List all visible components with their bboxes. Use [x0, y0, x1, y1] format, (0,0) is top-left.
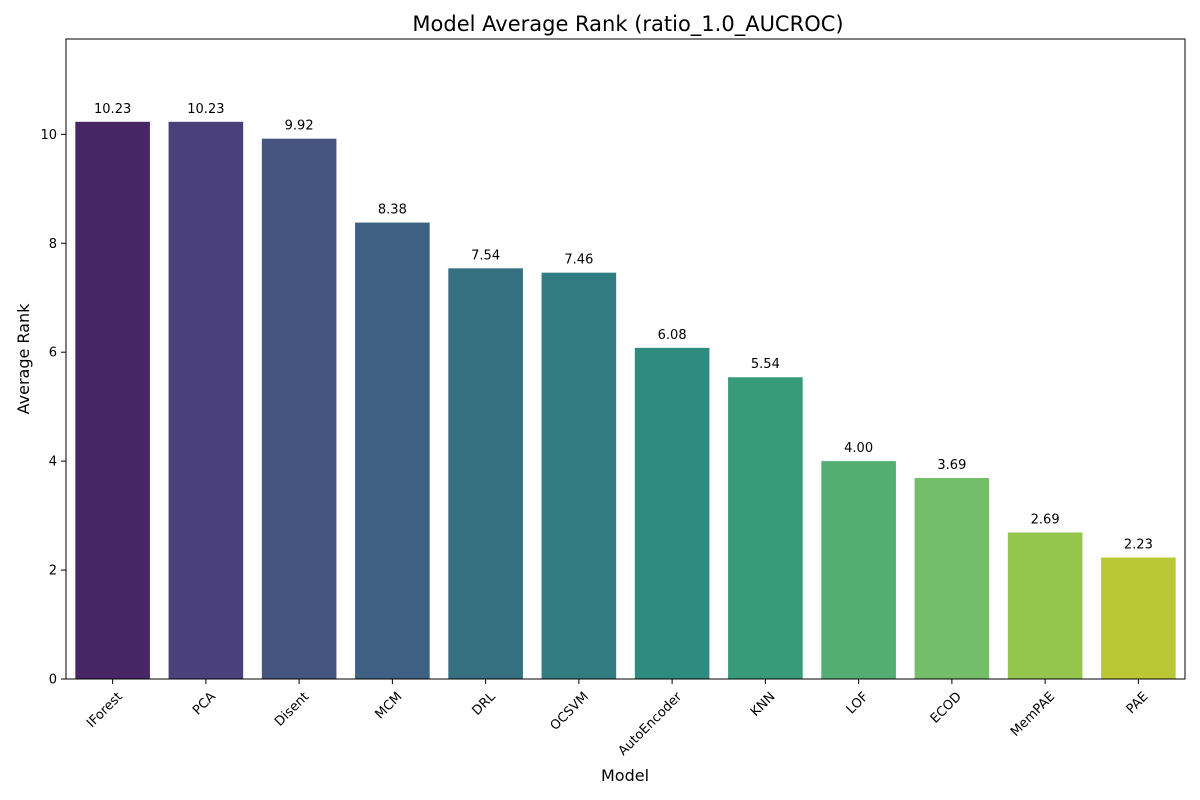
- bar-disent: [261, 138, 337, 680]
- x-tick-label: KNN: [748, 689, 778, 719]
- data-label: 2.23: [1124, 538, 1153, 553]
- bar-drl: [448, 268, 523, 679]
- x-axis-title: Model: [601, 766, 649, 785]
- data-label: 5.54: [751, 357, 780, 372]
- y-tick-label: 4: [49, 455, 57, 470]
- y-tick-label: 2: [49, 564, 57, 579]
- bar-knn: [728, 377, 803, 679]
- bar-autoencoder: [634, 347, 710, 679]
- x-tick-label: AutoEncoder: [616, 689, 686, 759]
- y-axis-title: Average Rank: [14, 303, 33, 415]
- data-label: 6.08: [658, 328, 687, 343]
- x-tick-label: PCA: [190, 689, 219, 718]
- x-tick-label: MemPAE: [1008, 689, 1058, 739]
- bar-mcm: [355, 222, 430, 680]
- data-label: 7.46: [564, 253, 593, 268]
- x-tick-label: ECOD: [928, 689, 965, 726]
- y-tick-label: 0: [49, 673, 57, 688]
- data-label: 9.92: [285, 119, 314, 134]
- y-tick-label: 8: [49, 237, 57, 252]
- data-label: 7.54: [471, 248, 500, 263]
- x-tick-label: LOF: [844, 689, 872, 717]
- data-label: 3.69: [937, 458, 966, 473]
- x-tick-label: Disent: [272, 689, 312, 729]
- data-label: 8.38: [378, 203, 407, 218]
- x-tick-label: IForest: [84, 689, 126, 731]
- x-tick-label: PAE: [1124, 689, 1152, 717]
- y-tick-label: 10: [40, 128, 57, 143]
- bar-mempae: [1007, 532, 1083, 679]
- data-label: 2.69: [1031, 512, 1060, 527]
- bar-pae: [1101, 557, 1176, 679]
- x-tick-label: OCSVM: [548, 689, 592, 733]
- x-tick-label: DRL: [469, 689, 499, 719]
- data-label: 4.00: [844, 441, 873, 456]
- bar-iforest: [75, 121, 150, 679]
- bar-ecod: [914, 478, 990, 679]
- data-label: 10.23: [94, 102, 131, 117]
- x-tick-label: MCM: [373, 689, 406, 722]
- bar-lof: [821, 461, 896, 679]
- chart-title: Model Average Rank (ratio_1.0_AUCROC): [412, 12, 843, 37]
- bar-pca: [168, 121, 244, 679]
- plot-frame: [65, 38, 1186, 680]
- y-tick-label: 6: [49, 346, 57, 361]
- data-label: 10.23: [187, 102, 224, 117]
- bar-ocsvm: [541, 272, 617, 679]
